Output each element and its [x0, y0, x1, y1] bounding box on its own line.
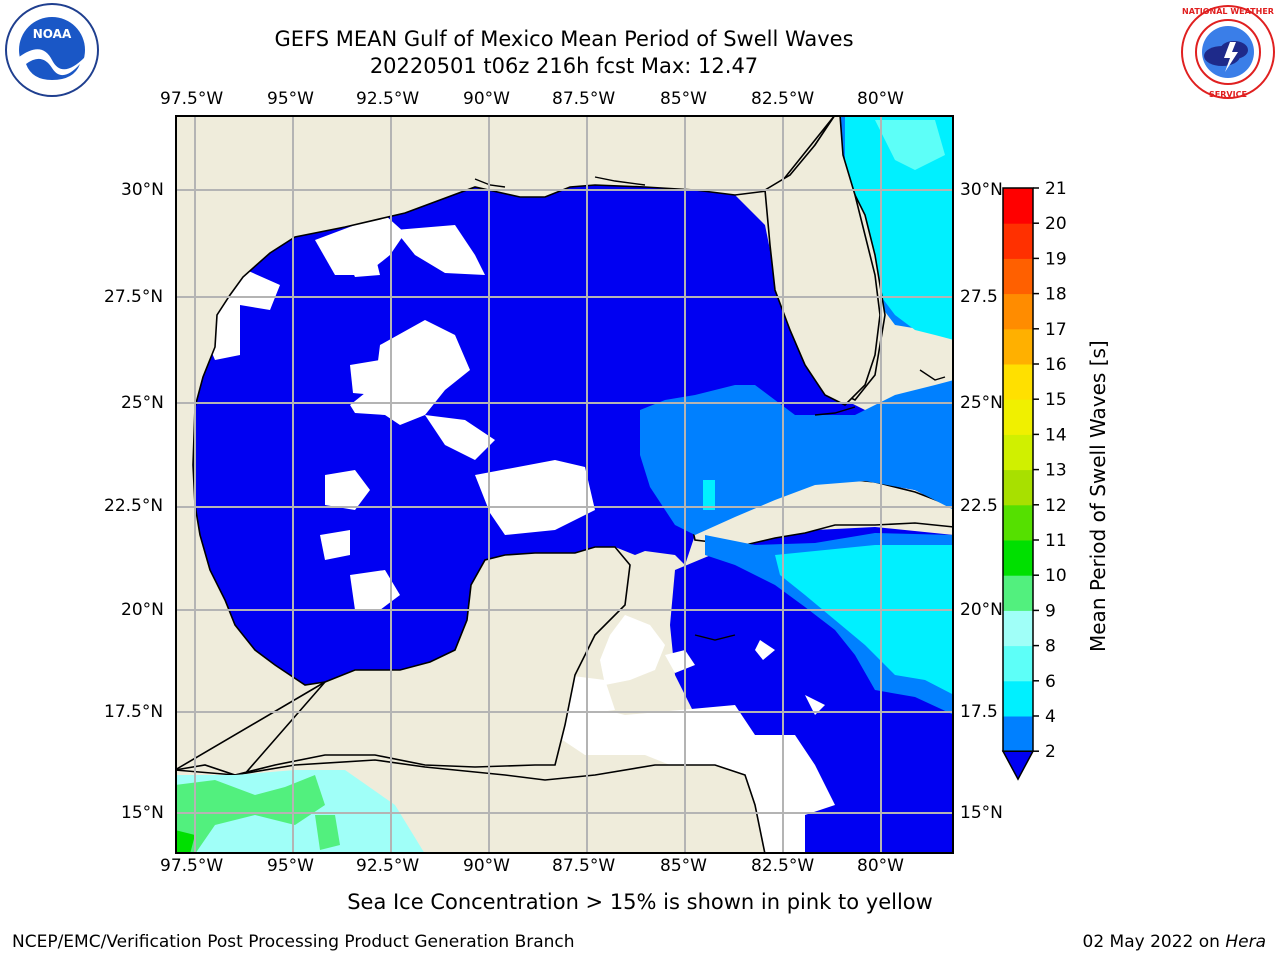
- lon-label-top: 92.5°W: [356, 89, 420, 109]
- lon-label-bottom: 97.5°W: [160, 856, 224, 876]
- colorbar-segment: [1003, 645, 1033, 682]
- lat-label-right: 15°N: [960, 803, 1003, 823]
- lat-label-left: 30°N: [121, 180, 164, 200]
- colorbar-segment: [1003, 434, 1033, 471]
- colorbar-tick-label: 18: [1045, 285, 1067, 305]
- colorbar-tick-label: 9: [1045, 601, 1056, 621]
- credit-text: NCEP/EMC/Verification Post Processing Pr…: [12, 932, 575, 952]
- lon-label-top: 87.5°W: [552, 89, 616, 109]
- svg-text:SERVICE: SERVICE: [1209, 90, 1247, 99]
- lat-label-left: 27.5°N: [104, 287, 164, 307]
- colorbar-segment: [1003, 188, 1033, 224]
- lon-label-bottom: 90°W: [463, 856, 510, 876]
- lon-label-top: 85°W: [660, 89, 707, 109]
- colorbar-tick-label: 2: [1045, 742, 1056, 762]
- svg-text:NOAA: NOAA: [33, 27, 72, 41]
- lat-label-right: 17.5: [960, 702, 998, 722]
- machine-name: Hera: [1225, 932, 1266, 952]
- lon-label-top: 90°W: [463, 89, 510, 109]
- lat-label-right: 27.5: [960, 287, 998, 307]
- lat-label-right: 22.5: [960, 496, 998, 516]
- swell-8-9-atlantic: [875, 120, 945, 170]
- lon-label-bottom: 80°W: [857, 856, 904, 876]
- gulf-swell-period-map: [175, 115, 954, 854]
- lat-label-right: 20°N: [960, 600, 1003, 620]
- colorbar-segment: [1003, 293, 1033, 330]
- swell-6-8-yucatan-channel: [703, 480, 715, 510]
- map-frame: [175, 115, 954, 854]
- lat-label-left: 17.5°N: [104, 702, 164, 722]
- lat-label-left: 25°N: [121, 393, 164, 413]
- map-subtitle: 20220501 t06z 216h fcst Max: 12.47: [369, 54, 759, 78]
- map-title: GEFS MEAN Gulf of Mexico Mean Period of …: [274, 27, 854, 51]
- colorbar-tick-label: 11: [1045, 531, 1067, 551]
- colorbar-segment: [1003, 258, 1033, 295]
- lon-label-top: 97.5°W: [160, 89, 224, 109]
- colorbar-tick-label: 6: [1045, 672, 1056, 692]
- colorbar: 2 4 6 8 9 10 11 12 13 14 15 16 17 18 19 20 21: [1001, 180, 1067, 781]
- colorbar-segment: [1003, 399, 1033, 435]
- colorbar-segment: [1003, 716, 1033, 752]
- colorbar-segment: [1003, 504, 1033, 541]
- svg-text:NATIONAL WEATHER: NATIONAL WEATHER: [1182, 7, 1274, 16]
- graticule: [175, 115, 954, 854]
- colorbar-segment: [1003, 540, 1033, 576]
- colorbar-segment: [1003, 610, 1033, 647]
- lat-label-left: 15°N: [121, 803, 164, 823]
- lon-label-top: 82.5°W: [751, 89, 815, 109]
- colorbar-segment: [1003, 469, 1033, 506]
- colorbar-tick-label: 13: [1045, 461, 1067, 481]
- lon-label-bottom: 87.5°W: [552, 856, 616, 876]
- colorbar-tick-label: 16: [1045, 355, 1067, 375]
- swell-4-6-east-gulf: [640, 380, 954, 535]
- colorbar-tick-label: 21: [1045, 180, 1067, 199]
- colorbar-segment: [1003, 680, 1033, 717]
- lat-label-left: 22.5°N: [104, 496, 164, 516]
- colorbar-tick-label: 17: [1045, 320, 1067, 340]
- swell-6-8-atlantic: [845, 115, 954, 340]
- lon-label-bottom: 85°W: [660, 856, 707, 876]
- colorbar-extend-arrow: [1001, 750, 1035, 781]
- noaa-logo: NOAA: [5, 3, 99, 97]
- colorbar-tick-label: 8: [1045, 637, 1056, 657]
- colorbar-tick-label: 20: [1045, 214, 1067, 234]
- lat-label-right: 30°N: [960, 180, 1003, 200]
- gulf-basin-fill: [193, 185, 954, 685]
- lat-label-right: 25°N: [960, 393, 1003, 413]
- colorbar-title: Mean Period of Swell Waves [s]: [1086, 340, 1110, 652]
- lat-label-left: 20°N: [121, 600, 164, 620]
- colorbar-tick-label: 10: [1045, 566, 1067, 586]
- colorbar-segment: [1003, 223, 1033, 259]
- yucatan-land: [175, 546, 631, 854]
- colorbar-segment: [1003, 328, 1033, 365]
- colorbar-tick-label: 4: [1045, 707, 1056, 727]
- lon-label-bottom: 82.5°W: [751, 856, 815, 876]
- run-date-text: 02 May 2022 on: [1082, 932, 1226, 952]
- lon-label-bottom: 92.5°W: [356, 856, 420, 876]
- colorbar-tick-label: 14: [1045, 425, 1067, 445]
- colorbar-segment: [1003, 575, 1033, 611]
- calm-areas: [195, 215, 835, 854]
- lon-label-top: 95°W: [267, 89, 314, 109]
- lon-label-bottom: 95°W: [267, 856, 314, 876]
- colorbar-tick-label: 19: [1045, 249, 1067, 269]
- colorbar-tick-label: 12: [1045, 496, 1067, 516]
- swell-6-8-caribbean: [775, 545, 954, 695]
- colorbar-tick-label: 15: [1045, 390, 1067, 410]
- sea-ice-notice: Sea Ice Concentration > 15% is shown in …: [347, 890, 933, 914]
- lon-label-top: 80°W: [857, 89, 904, 109]
- nws-logo: NATIONAL WEATHER SERVICE: [1181, 5, 1275, 99]
- colorbar-segment: [1003, 364, 1033, 400]
- run-date: 02 May 2022 on Hera: [1083, 932, 1267, 952]
